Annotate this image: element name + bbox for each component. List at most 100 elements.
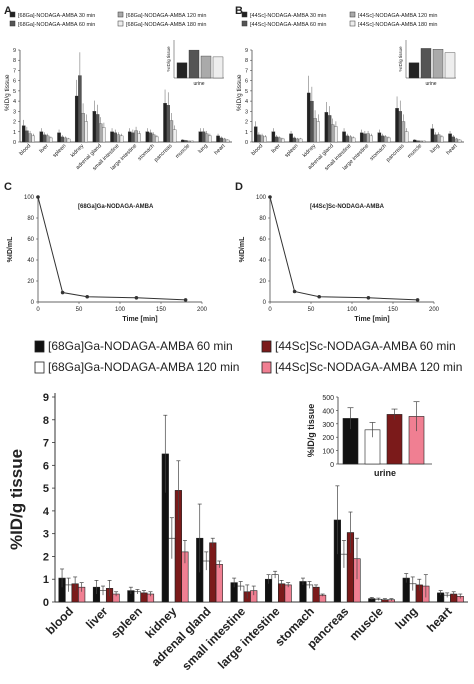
bar [151, 134, 156, 143]
bar [422, 140, 426, 143]
bar [137, 133, 141, 143]
y-tick-label: 7 [13, 68, 16, 74]
x-tick-label: kidney [302, 143, 318, 159]
x-tick-label: 100 [115, 307, 126, 313]
x-tick-label: 50 [76, 307, 83, 313]
bar [110, 131, 114, 143]
bar [208, 135, 212, 143]
inset-x-label: urine [425, 81, 436, 87]
data-point [317, 294, 322, 299]
y-tick-label: 3 [43, 529, 49, 541]
bar [180, 139, 185, 143]
bar [127, 131, 132, 143]
inset-y-tick-label: 500 [322, 395, 334, 402]
bar [163, 103, 167, 143]
y-tick-label: 6 [13, 79, 16, 85]
bar [366, 133, 370, 143]
inset-y-label: %ID/g tissue [166, 46, 171, 72]
legend-swatch [349, 11, 356, 18]
bar [342, 131, 346, 143]
y-tick-label: 0 [43, 597, 49, 609]
bar [395, 108, 399, 143]
y-tick-label: 9 [245, 48, 248, 54]
x-tick-label: lung [392, 604, 420, 632]
y-tick-label: 8 [13, 58, 16, 64]
bar [172, 129, 177, 143]
series-line [269, 196, 418, 301]
bar [292, 137, 296, 143]
bar [440, 136, 444, 143]
inset-bar [386, 414, 403, 465]
legend-label: [68Ga]-NODAGA-AMBA 180 min [126, 22, 206, 28]
legend-swatch [117, 11, 124, 18]
bar [102, 127, 106, 143]
bar [295, 138, 300, 143]
legend-swatch [9, 11, 16, 18]
y-tick-label: 4 [13, 99, 16, 105]
x-tick-label: muscle [407, 143, 424, 160]
bar [380, 135, 385, 143]
inset-y-tick-label: 200 [322, 435, 334, 442]
legend-swatch [349, 20, 356, 27]
x-tick-label: 200 [197, 307, 208, 313]
legend-swatch [34, 340, 45, 353]
y-tick-label: 2 [245, 120, 248, 126]
data-point [415, 298, 420, 302]
series-annotation: [44Sc]Sc-NODAGA-AMBA [310, 204, 385, 210]
bar [298, 138, 303, 143]
x-tick-label: spleen [108, 604, 145, 641]
bar [289, 133, 293, 143]
inset-y-tick-label: 400 [322, 408, 334, 415]
y-tick-label: 2 [13, 120, 16, 126]
bar [327, 115, 332, 143]
bar [222, 138, 227, 143]
bar [92, 111, 97, 143]
legend-label: [68Ga]-NODAGA-AMBA 60 min [18, 22, 95, 28]
data-point [183, 298, 188, 302]
bar [454, 138, 459, 143]
bar [401, 121, 406, 143]
bar [316, 121, 320, 143]
inset-bar [444, 52, 456, 79]
bar [148, 132, 153, 143]
legend-label: [44Sc]-NODAGA-AMBA 60 min [250, 22, 326, 28]
bar [334, 126, 338, 143]
y-tick-label: 9 [43, 392, 49, 404]
bar [306, 92, 311, 143]
legend-label: [68Ga]-NODAGA-AMBA 120 min [126, 13, 206, 19]
bar [225, 139, 230, 143]
data-point [292, 289, 297, 294]
x-tick-label: spleen [284, 143, 300, 159]
bar [412, 139, 417, 143]
bar [404, 131, 409, 143]
series-line [37, 196, 186, 301]
inset-bar [212, 56, 224, 79]
y-tick-label: 40 [259, 258, 266, 264]
x-tick-label: muscle [347, 604, 386, 643]
bar [260, 135, 264, 143]
bar [166, 105, 170, 143]
bar [57, 132, 61, 143]
inset-y-tick-label: 300 [322, 422, 334, 429]
bar [257, 134, 261, 143]
bar [215, 564, 223, 603]
y-tick-label: 7 [245, 68, 248, 74]
bar [448, 133, 452, 143]
y-axis-label: %ID/g tissue [236, 74, 243, 111]
bar [28, 133, 32, 143]
y-tick-label: 7 [43, 438, 49, 450]
legend-label: [44Sc]-NODAGA-AMBA 180 min [358, 22, 437, 28]
bar [198, 131, 203, 143]
y-tick-label: 0 [245, 140, 248, 146]
bar [277, 137, 282, 143]
bar [313, 118, 317, 143]
bar [436, 134, 441, 143]
y-tick-label: 8 [245, 58, 248, 64]
bar [42, 134, 47, 143]
bar [187, 140, 191, 143]
x-tick-label: liver [83, 604, 111, 632]
x-axis-label: Time [min] [354, 316, 389, 323]
data-point [134, 296, 139, 300]
data-point [366, 296, 371, 300]
y-axis-label: %ID/g tissue [7, 449, 26, 550]
